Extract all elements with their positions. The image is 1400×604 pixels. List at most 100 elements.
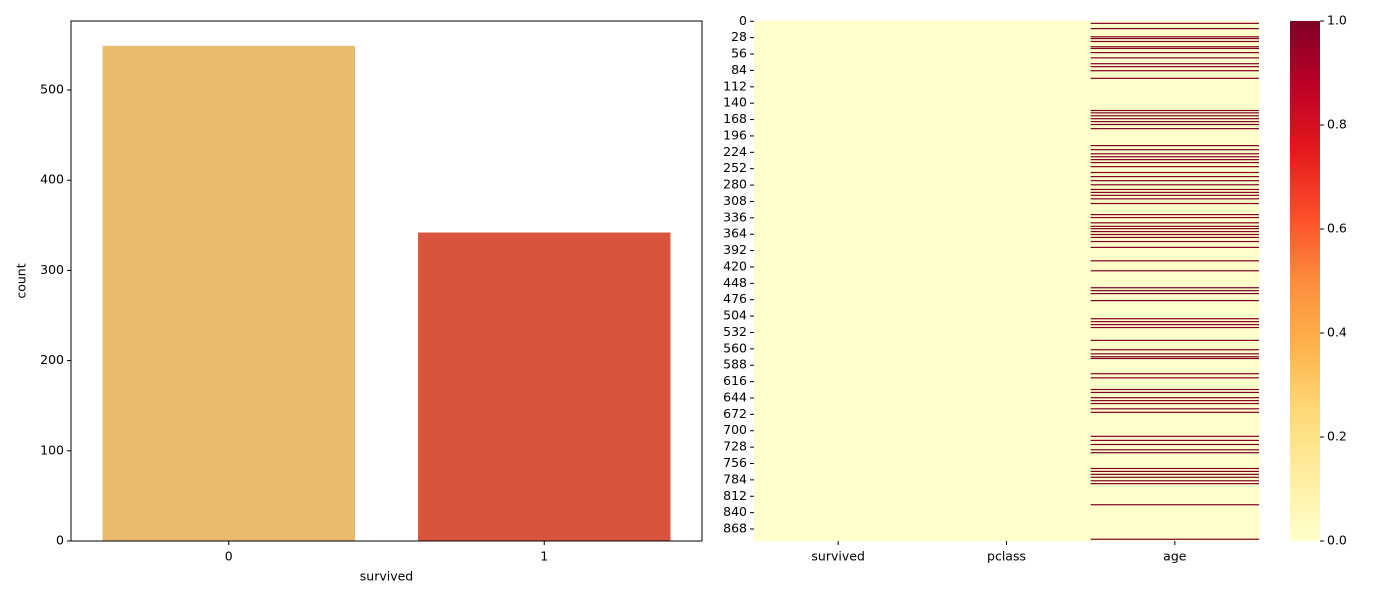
heatmap-cell — [1090, 22, 1259, 24]
y-tick-label: 644 — [723, 389, 747, 404]
heatmap-cell — [1090, 145, 1259, 147]
y-tick-label: 112 — [723, 78, 747, 93]
heatmap-cell — [1090, 214, 1259, 216]
heatmap-cell — [1090, 339, 1259, 341]
heatmap-cell — [1090, 391, 1259, 394]
y-tick-label: 252 — [723, 160, 747, 175]
y-tick-label: 560 — [723, 340, 747, 355]
heatmap-cell — [1090, 388, 1259, 391]
heatmap-cell — [1090, 439, 1259, 442]
y-tick-label: 100 — [40, 442, 64, 457]
y-tick-label: 308 — [723, 193, 747, 208]
y-tick-label: 0 — [739, 13, 747, 28]
heatmap-cell — [1090, 260, 1259, 262]
heatmap-cell — [1090, 37, 1259, 40]
y-tick-label: 840 — [723, 504, 747, 519]
heatmap-cell — [1090, 63, 1259, 65]
colorbar-tick-label: 0.4 — [1327, 325, 1347, 340]
heatmap-cell — [1090, 66, 1259, 68]
heatmap-cell — [1090, 467, 1259, 470]
heatmap-cell — [1090, 128, 1259, 130]
y-tick-label: 224 — [723, 144, 747, 159]
heatmap-cell — [1090, 233, 1259, 236]
heatmap-cell — [1090, 397, 1259, 399]
heatmap-cell — [1090, 287, 1259, 289]
heatmap-cell — [1090, 184, 1259, 186]
y-tick-label: 200 — [40, 352, 64, 367]
heatmap-cell — [1090, 77, 1259, 79]
heatmap-cell — [1090, 300, 1259, 302]
heatmap-cell — [1090, 159, 1259, 161]
heatmap-cell-background — [1090, 21, 1259, 541]
heatmap-cell — [1090, 166, 1259, 168]
heatmap-cell — [1090, 230, 1259, 233]
heatmap-cell — [1090, 191, 1259, 193]
y-tick-label: 28 — [731, 29, 747, 44]
heatmap-cell — [1090, 236, 1259, 239]
x-tick-label: 1 — [540, 549, 548, 564]
heatmap-cell — [1090, 228, 1259, 230]
heatmap-cell — [1090, 356, 1259, 358]
x-tick-label: 0 — [225, 549, 233, 564]
bar — [418, 232, 671, 542]
y-tick-label: 280 — [723, 177, 747, 192]
y-axis-label: count — [14, 263, 29, 298]
colorbar — [1290, 21, 1320, 541]
heatmap-cell — [1090, 473, 1259, 475]
heatmap-cell — [1090, 470, 1259, 473]
heatmap-cell — [1090, 326, 1259, 329]
heatmap-cell — [1090, 118, 1259, 120]
heatmap-cell — [1090, 222, 1259, 224]
heatmap-cell — [1090, 357, 1259, 360]
heatmap-cell — [1090, 377, 1259, 379]
heatmap-cell — [1090, 270, 1259, 272]
y-tick-label: 500 — [40, 82, 64, 97]
heatmap-cell — [1090, 480, 1259, 482]
x-tick-label: pclass — [987, 549, 1026, 564]
heatmap-cell — [1090, 443, 1259, 446]
heatmap-cell — [1090, 408, 1259, 410]
heatmap-cell — [1090, 290, 1259, 292]
heatmap-cell — [1090, 504, 1259, 506]
heatmap-cell — [1090, 240, 1259, 243]
colorbar-tick-label: 0.6 — [1327, 221, 1347, 236]
heatmap-cell — [1090, 180, 1259, 182]
y-tick-label: 448 — [723, 275, 747, 290]
heatmap-cell — [1090, 171, 1259, 174]
y-tick-label: 532 — [723, 324, 747, 339]
heatmap-cell — [1090, 202, 1259, 205]
heatmap-cell — [1090, 449, 1259, 451]
heatmap-cell — [1090, 411, 1259, 413]
y-tick-label: 84 — [731, 62, 747, 77]
heatmap-cell — [1090, 149, 1259, 151]
heatmap-cell — [1090, 40, 1259, 43]
y-tick-label: 812 — [723, 488, 747, 503]
heatmap-cell — [1090, 123, 1259, 126]
heatmap-cell — [1090, 353, 1259, 355]
y-tick-label: 672 — [723, 406, 747, 421]
y-tick-label: 140 — [723, 95, 747, 110]
heatmap-cell — [1090, 318, 1259, 320]
x-tick-label: age — [1163, 549, 1187, 564]
y-tick-label: 400 — [40, 172, 64, 187]
y-tick-label: 784 — [723, 471, 747, 486]
heatmap-cell — [1090, 321, 1259, 323]
heatmap-cell — [1090, 28, 1259, 30]
heatmap-cell — [1090, 198, 1259, 200]
heatmap-cell — [1090, 70, 1259, 72]
y-tick-label: 700 — [723, 422, 747, 437]
axes-frame — [70, 20, 703, 542]
colorbar-tick-label: 0.8 — [1327, 117, 1347, 132]
y-tick-label: 868 — [723, 521, 747, 536]
heatmap-cell — [1090, 476, 1259, 478]
heatmap-cell — [1090, 161, 1259, 164]
x-axis-label: survived — [360, 569, 413, 584]
heatmap-cell — [1090, 402, 1259, 405]
heatmap-cell — [1090, 400, 1259, 402]
heatmap-cell — [1090, 216, 1259, 219]
y-tick-label: 420 — [723, 258, 747, 273]
y-tick-label: 336 — [723, 209, 747, 224]
y-tick-label: 168 — [723, 111, 747, 126]
y-tick-label: 728 — [723, 439, 747, 454]
